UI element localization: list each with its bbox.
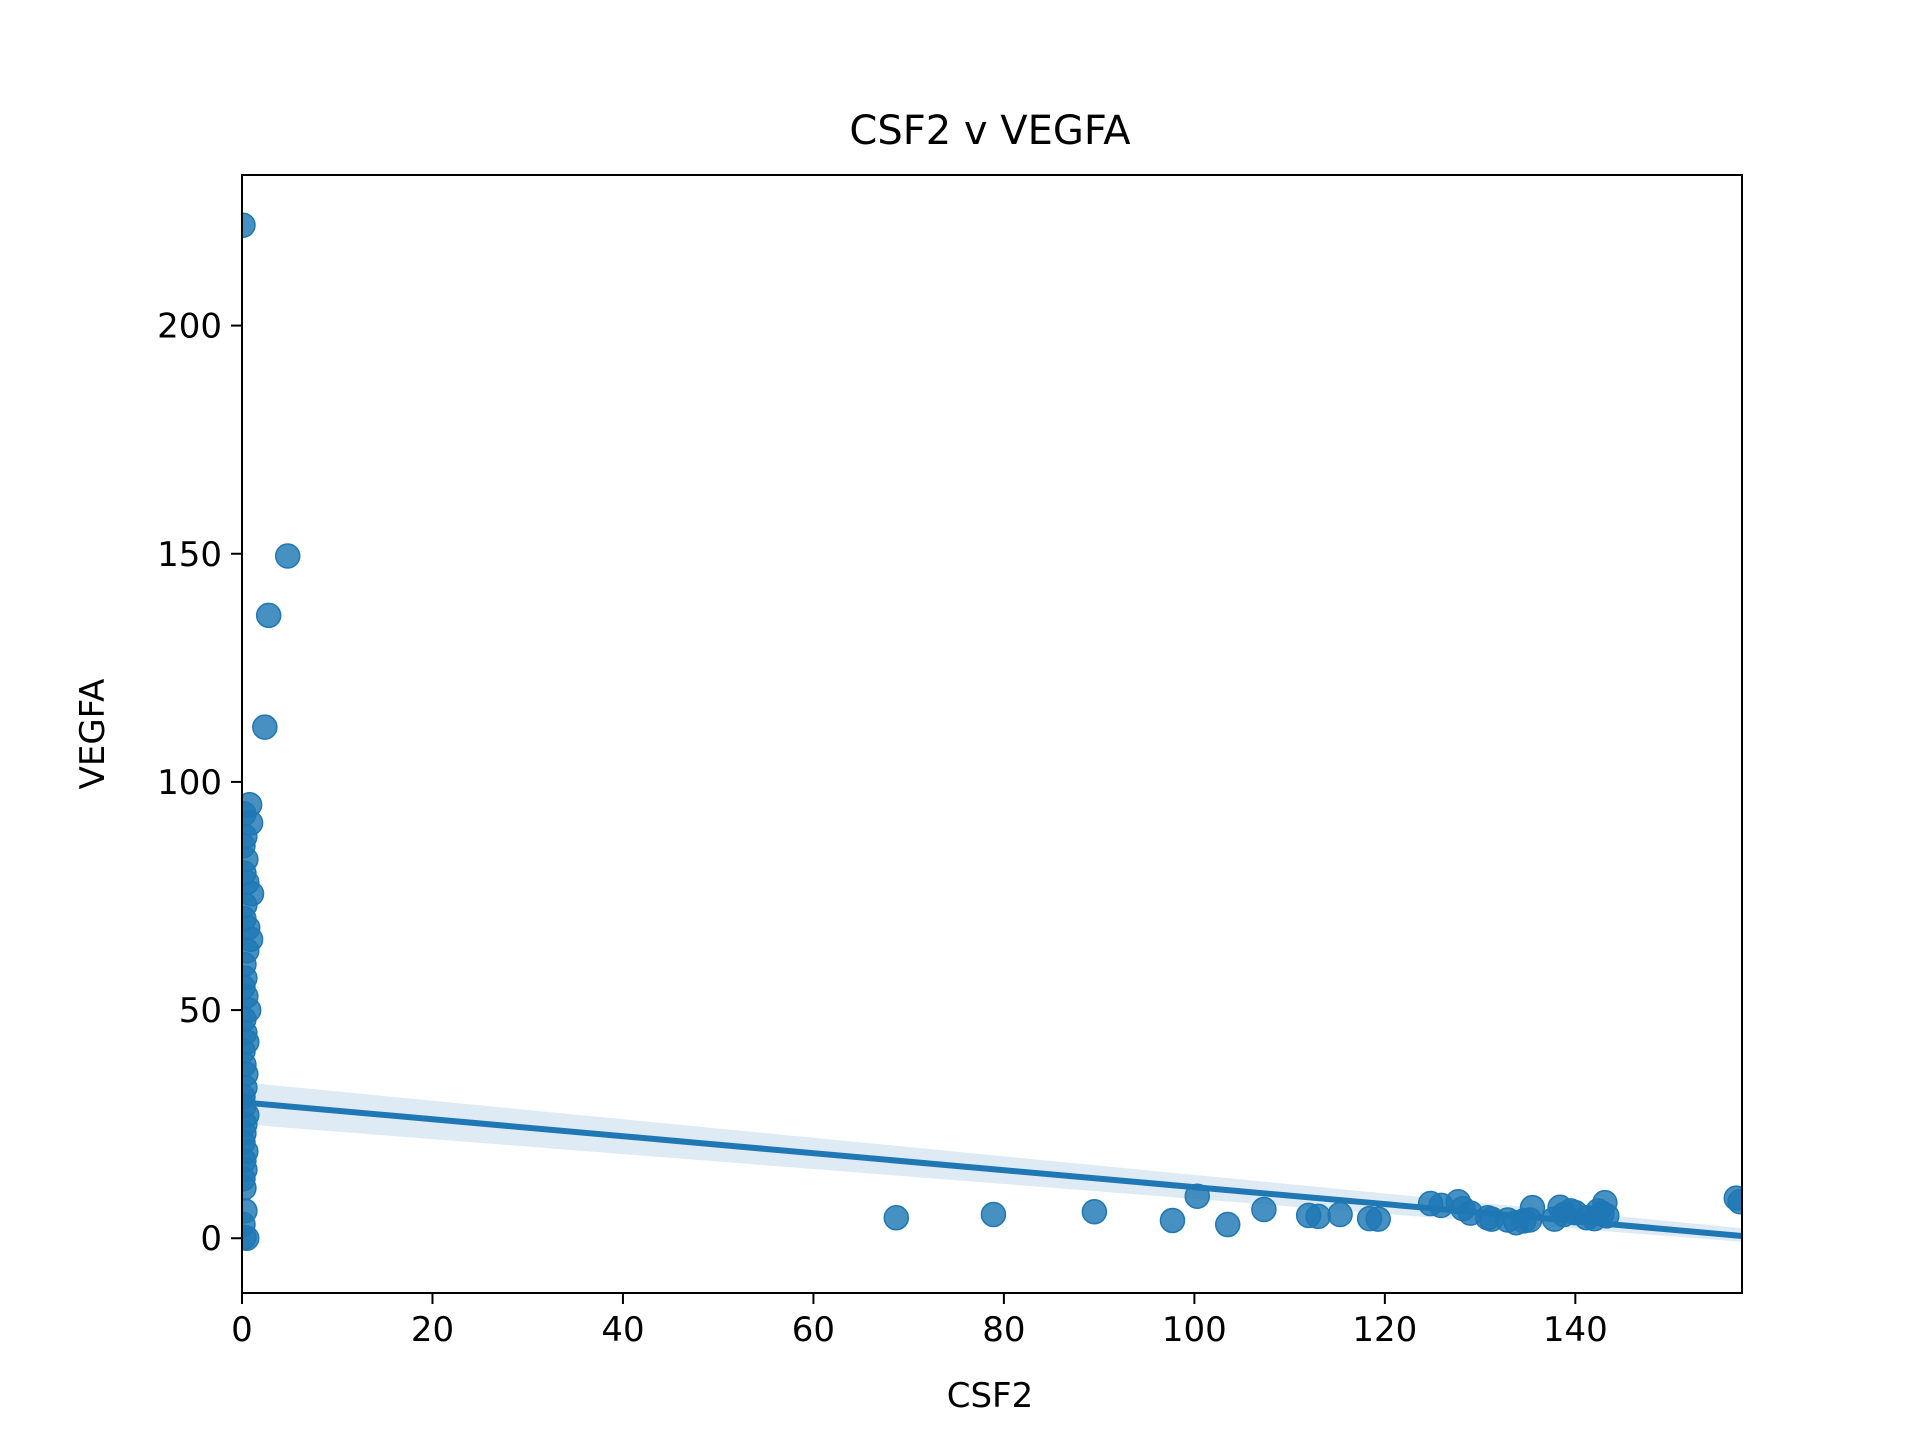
y-axis-label: VEGFA <box>73 679 113 790</box>
regression-line-layer <box>242 1099 1742 1239</box>
data-point <box>242 1175 257 1201</box>
y-tick-label: 200 <box>157 307 222 347</box>
x-axis-ticks: 0 20 40 60 80 100 120 140 <box>231 1293 1608 1350</box>
data-point <box>242 1225 260 1251</box>
chart-title: CSF2 v VEGFA <box>849 108 1131 154</box>
x-tick-label: 40 <box>601 1310 644 1350</box>
x-tick-label: 0 <box>231 1310 253 1350</box>
y-tick-label: 100 <box>157 763 222 803</box>
data-point <box>1214 1211 1241 1238</box>
data-point <box>274 543 301 569</box>
data-point <box>255 602 282 629</box>
x-tick-label: 20 <box>411 1310 454 1350</box>
regression-line <box>242 1099 1742 1239</box>
y-tick-label: 50 <box>179 991 222 1031</box>
x-tick-label: 100 <box>1162 1310 1227 1350</box>
y-axis-ticks: 0 50 100 150 200 <box>157 307 242 1259</box>
data-point <box>980 1201 1007 1228</box>
data-point <box>1305 1203 1331 1230</box>
data-point <box>1727 1188 1742 1215</box>
data-point <box>1081 1199 1108 1225</box>
scatter-points-layer <box>242 212 1742 1251</box>
data-point <box>1251 1196 1277 1223</box>
x-tick-label: 120 <box>1352 1310 1417 1350</box>
x-tick-label: 80 <box>982 1310 1025 1350</box>
plot-area <box>242 212 1742 1251</box>
data-point <box>883 1204 910 1231</box>
data-point <box>252 714 278 740</box>
data-point <box>1327 1201 1353 1228</box>
x-axis-label: CSF2 <box>947 1376 1034 1416</box>
y-tick-label: 0 <box>200 1219 222 1259</box>
data-point <box>242 801 257 827</box>
data-point <box>1365 1206 1391 1232</box>
x-tick-label: 140 <box>1543 1310 1608 1350</box>
x-tick-label: 60 <box>792 1310 835 1350</box>
data-point <box>1159 1207 1186 1234</box>
y-tick-label: 150 <box>157 535 222 575</box>
plot-frame <box>241 174 1743 1294</box>
